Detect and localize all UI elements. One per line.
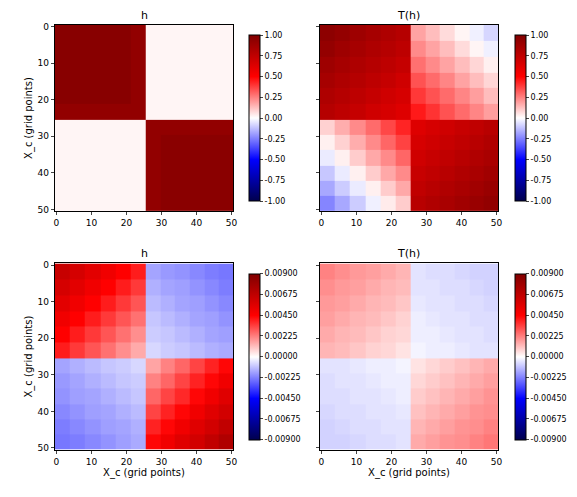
svg-text:20: 20 — [121, 457, 133, 467]
svg-text:40: 40 — [191, 218, 203, 228]
svg-text:0.00450: 0.00450 — [531, 311, 564, 320]
svg-text:-1.00: -1.00 — [265, 197, 286, 206]
svg-text:-0.50: -0.50 — [265, 155, 286, 164]
svg-text:0.75: 0.75 — [531, 52, 549, 61]
svg-text:0.00675: 0.00675 — [265, 290, 298, 299]
svg-text:-0.25: -0.25 — [531, 135, 552, 144]
svg-text:0.50: 0.50 — [531, 72, 549, 81]
svg-text:30: 30 — [421, 457, 433, 467]
svg-text:10: 10 — [37, 58, 49, 68]
svg-text:10: 10 — [37, 297, 49, 307]
svg-text:-0.50: -0.50 — [531, 155, 552, 164]
svg-text:50: 50 — [37, 443, 49, 453]
svg-text:20: 20 — [121, 218, 133, 228]
svg-text:0.00: 0.00 — [531, 114, 549, 123]
svg-text:h: h — [141, 247, 148, 260]
svg-text:0.00900: 0.00900 — [531, 269, 564, 278]
svg-text:0: 0 — [319, 457, 325, 467]
svg-text:10: 10 — [351, 218, 363, 228]
svg-text:0: 0 — [43, 22, 49, 32]
svg-text:0.00: 0.00 — [265, 114, 283, 123]
svg-text:-0.25: -0.25 — [265, 135, 286, 144]
svg-text:40: 40 — [37, 407, 49, 417]
svg-text:0.25: 0.25 — [531, 93, 549, 102]
svg-text:0.00900: 0.00900 — [265, 269, 298, 278]
svg-text:X_c (grid points): X_c (grid points) — [103, 467, 185, 479]
svg-text:1.00: 1.00 — [531, 31, 549, 40]
svg-text:30: 30 — [421, 218, 433, 228]
svg-text:10: 10 — [86, 218, 98, 228]
svg-text:20: 20 — [37, 95, 49, 105]
svg-text:0: 0 — [319, 218, 325, 228]
svg-text:0.00450: 0.00450 — [265, 311, 298, 320]
svg-text:30: 30 — [37, 131, 49, 141]
svg-text:40: 40 — [456, 457, 468, 467]
svg-text:20: 20 — [37, 333, 49, 343]
svg-text:T(h): T(h) — [397, 247, 420, 260]
svg-text:0.50: 0.50 — [265, 72, 283, 81]
svg-text:-1.00: -1.00 — [531, 197, 552, 206]
svg-text:10: 10 — [351, 457, 363, 467]
svg-text:50: 50 — [37, 205, 49, 215]
svg-text:50: 50 — [491, 218, 503, 228]
svg-text:40: 40 — [191, 457, 203, 467]
svg-text:-0.75: -0.75 — [531, 176, 552, 185]
svg-text:h: h — [141, 9, 148, 22]
svg-text:-0.00225: -0.00225 — [265, 373, 301, 382]
svg-text:-0.00675: -0.00675 — [265, 415, 301, 424]
svg-text:X_c (grid points): X_c (grid points) — [23, 77, 35, 159]
svg-text:0.00000: 0.00000 — [531, 352, 564, 361]
svg-text:30: 30 — [37, 370, 49, 380]
svg-text:0: 0 — [54, 457, 60, 467]
svg-text:1.00: 1.00 — [265, 31, 283, 40]
svg-text:X_c (grid points): X_c (grid points) — [23, 316, 35, 398]
svg-text:40: 40 — [456, 218, 468, 228]
svg-text:0.00000: 0.00000 — [265, 352, 298, 361]
svg-text:0: 0 — [54, 218, 60, 228]
svg-text:-0.00225: -0.00225 — [531, 373, 567, 382]
svg-text:0.25: 0.25 — [265, 93, 283, 102]
svg-text:10: 10 — [86, 457, 98, 467]
svg-text:0.00225: 0.00225 — [531, 332, 564, 341]
svg-text:20: 20 — [386, 218, 398, 228]
svg-text:50: 50 — [226, 218, 238, 228]
svg-text:40: 40 — [37, 168, 49, 178]
svg-text:-0.00900: -0.00900 — [265, 435, 301, 444]
svg-text:T(h): T(h) — [397, 9, 420, 22]
svg-text:30: 30 — [156, 218, 168, 228]
svg-text:X_c (grid points): X_c (grid points) — [368, 467, 450, 479]
svg-text:0.00225: 0.00225 — [265, 332, 298, 341]
svg-text:-0.00675: -0.00675 — [531, 415, 567, 424]
svg-text:20: 20 — [386, 457, 398, 467]
svg-text:30: 30 — [156, 457, 168, 467]
svg-text:-0.75: -0.75 — [265, 176, 286, 185]
svg-text:0: 0 — [43, 260, 49, 270]
svg-text:50: 50 — [491, 457, 503, 467]
svg-text:0.00675: 0.00675 — [531, 290, 564, 299]
svg-text:-0.00900: -0.00900 — [531, 435, 567, 444]
svg-text:-0.00450: -0.00450 — [265, 394, 301, 403]
svg-text:0.75: 0.75 — [265, 52, 283, 61]
svg-text:-0.00450: -0.00450 — [531, 394, 567, 403]
svg-text:50: 50 — [226, 457, 238, 467]
